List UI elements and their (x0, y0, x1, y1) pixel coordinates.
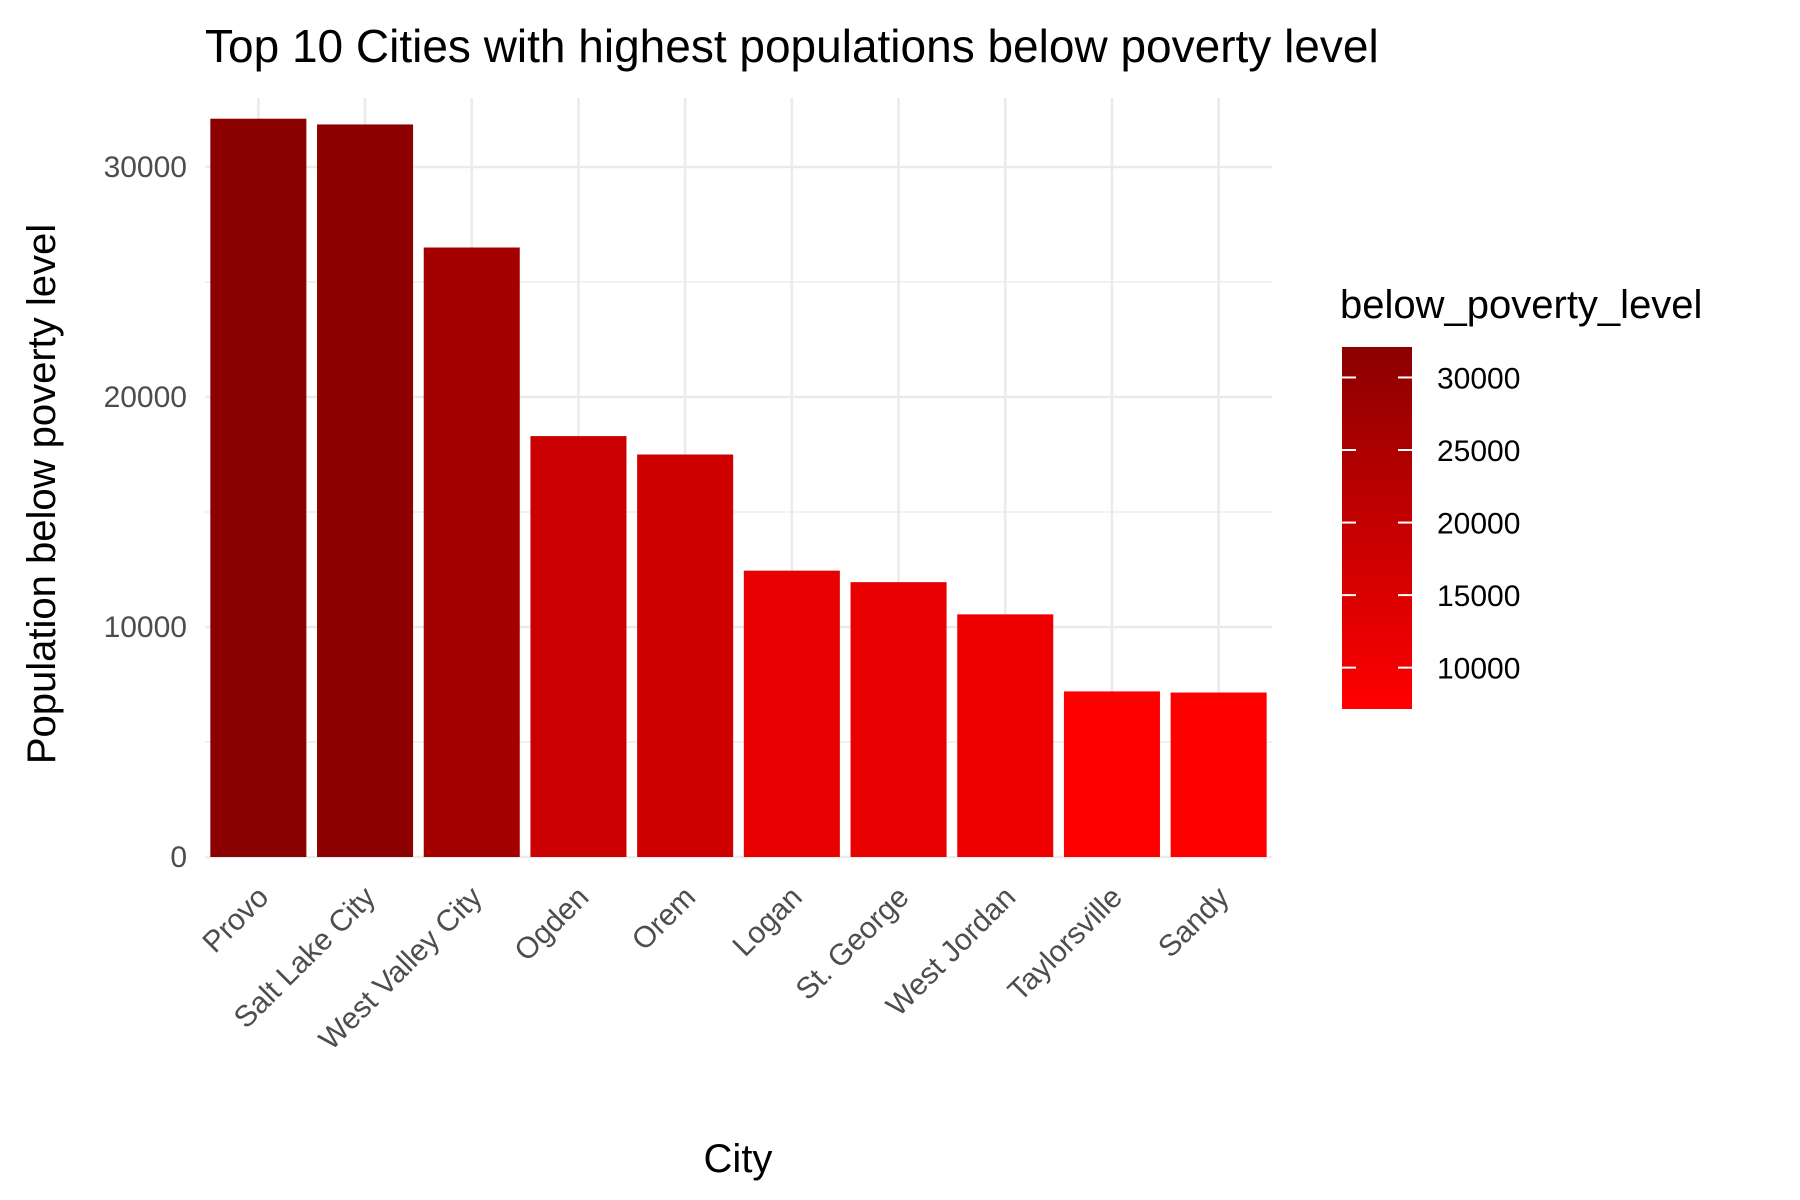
bar (1063, 691, 1160, 857)
x-tick-label: Orem (626, 881, 702, 957)
bar (423, 247, 520, 857)
bars (210, 118, 1267, 857)
legend: below_poverty_level 10000 15000 20000 25000… (1340, 283, 1702, 709)
bar (530, 436, 627, 857)
bar (1170, 692, 1267, 857)
y-tick-label: 10000 (104, 611, 187, 644)
legend-title: below_poverty_level (1340, 283, 1702, 327)
y-tick-label: 20000 (104, 381, 187, 414)
x-tick-label: Ogden (508, 881, 595, 968)
legend-tick-label: 25000 (1437, 435, 1520, 468)
legend-tick-label: 20000 (1437, 508, 1520, 541)
y-axis-title: Population below poverty level (20, 224, 64, 764)
legend-tick-label: 30000 (1437, 362, 1520, 395)
legend-tick-label: 15000 (1437, 580, 1520, 613)
legend-tick-label: 10000 (1437, 653, 1520, 686)
bar (850, 582, 947, 857)
bar (317, 124, 414, 857)
x-tick-label: Sandy (1152, 881, 1235, 964)
chart-title: Top 10 Cities with highest populations b… (205, 20, 1379, 72)
x-tick-label: Provo (197, 881, 276, 960)
y-axis-ticks: 0 10000 20000 30000 (104, 151, 187, 874)
x-tick-label: Logan (726, 881, 808, 963)
bar (743, 570, 840, 857)
legend-colorbar (1342, 347, 1412, 709)
bar (637, 454, 734, 857)
x-axis-title: City (704, 1137, 773, 1181)
bar (957, 614, 1054, 857)
legend-ticks: 10000 15000 20000 25000 30000 (1342, 362, 1520, 686)
y-tick-label: 30000 (104, 151, 187, 184)
x-tick-label: Taylorsville (1002, 881, 1129, 1008)
bar (210, 118, 307, 857)
y-tick-label: 0 (170, 841, 187, 874)
